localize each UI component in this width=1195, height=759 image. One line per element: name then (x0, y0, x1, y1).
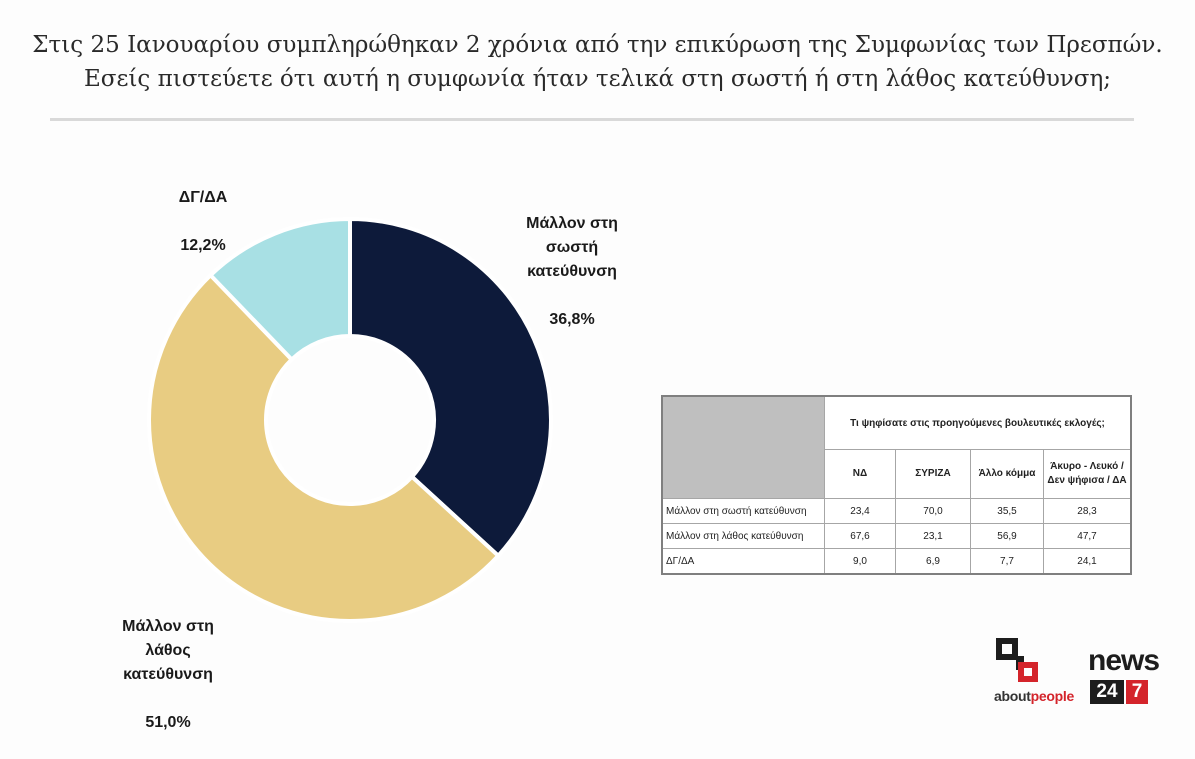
donut-chart (147, 216, 553, 623)
title-line-2: Εσείς πιστεύετε ότι αυτή η συμφωνία ήταν… (83, 66, 1112, 92)
title-line-1: Στις 25 Ιανουαρίου συμπληρώθηκαν 2 χρόνι… (32, 32, 1163, 58)
news247-logo-badge: 24 7 (1090, 680, 1148, 704)
logo-people-part: people (1030, 688, 1075, 704)
table-cell: 23,1 (895, 523, 971, 549)
slice-label-wrong-direction: Μάλλον στη λάθος κατεύθυνση 51,0% (98, 591, 238, 759)
table-row: ΔΓ/ΔΑ 9,0 6,9 7,7 24,1 (661, 548, 1132, 575)
row-label: Μάλλον στη λάθος κατεύθυνση (661, 523, 825, 549)
table-cell: 6,9 (895, 548, 971, 575)
table-row: Μάλλον στη λάθος κατεύθυνση 67,6 23,1 56… (661, 523, 1132, 549)
title-divider (50, 118, 1134, 121)
col-header-syriza: ΣΥΡΙΖΑ (895, 449, 971, 499)
slice-label-dk-na: ΔΓ/ΔΑ 12,2% (148, 162, 258, 282)
slice-label-value: 51,0% (145, 714, 191, 731)
slice-right-direction (348, 216, 553, 559)
news247-logo-text: news (1088, 644, 1160, 677)
row-label: ΔΓ/ΔΑ (661, 548, 825, 575)
table-group-header: Τι ψηφίσατε στις προηγούμενες βουλευτικέ… (824, 395, 1132, 450)
slice-dk-na (207, 216, 352, 363)
slice-label-right-direction: Μάλλον στη σωστή κατεύθυνση 36,8% (500, 188, 644, 356)
slice-label-text: Μάλλον στη λάθος κατεύθυνση (122, 618, 214, 683)
table-cell: 24,1 (1043, 548, 1132, 575)
slice-label-value: 12,2% (180, 237, 226, 254)
table-cell: 67,6 (824, 523, 896, 549)
table-cell: 56,9 (970, 523, 1044, 549)
col-header-other-party: Άλλο κόμμα (970, 449, 1044, 499)
table-cell: 23,4 (824, 498, 896, 524)
table-cell: 70,0 (895, 498, 971, 524)
col-header-nd: ΝΔ (824, 449, 896, 499)
chart-title: Στις 25 Ιανουαρίου συμπληρώθηκαν 2 χρόνι… (0, 28, 1195, 96)
slice-label-value: 36,8% (549, 311, 595, 328)
logo-24: 24 (1090, 680, 1124, 704)
table-cell: 7,7 (970, 548, 1044, 575)
slice-label-text: ΔΓ/ΔΑ (178, 189, 228, 206)
col-header-invalid-blank: Άκυρο - Λευκό / Δεν ψήφισα / ΔΑ (1043, 449, 1132, 499)
aboutpeople-logo-text: aboutpeople (994, 688, 1074, 704)
logo-about-part: about (994, 688, 1031, 704)
aboutpeople-logo-icon (996, 638, 1038, 682)
table-cell: 47,7 (1043, 523, 1132, 549)
table-row: Μάλλον στη σωστή κατεύθυνση 23,4 70,0 35… (661, 498, 1132, 524)
table-cell: 35,5 (970, 498, 1044, 524)
slice-wrong-direction (147, 272, 502, 623)
logo-7: 7 (1126, 680, 1148, 704)
table-cell: 9,0 (824, 548, 896, 575)
slice-label-text: Μάλλον στη σωστή κατεύθυνση (526, 215, 618, 280)
row-label: Μάλλον στη σωστή κατεύθυνση (661, 498, 825, 524)
table-corner (661, 395, 825, 499)
table-cell: 28,3 (1043, 498, 1132, 524)
crosstab-table: Τι ψηφίσατε στις προηγούμενες βουλευτικέ… (661, 395, 1132, 575)
